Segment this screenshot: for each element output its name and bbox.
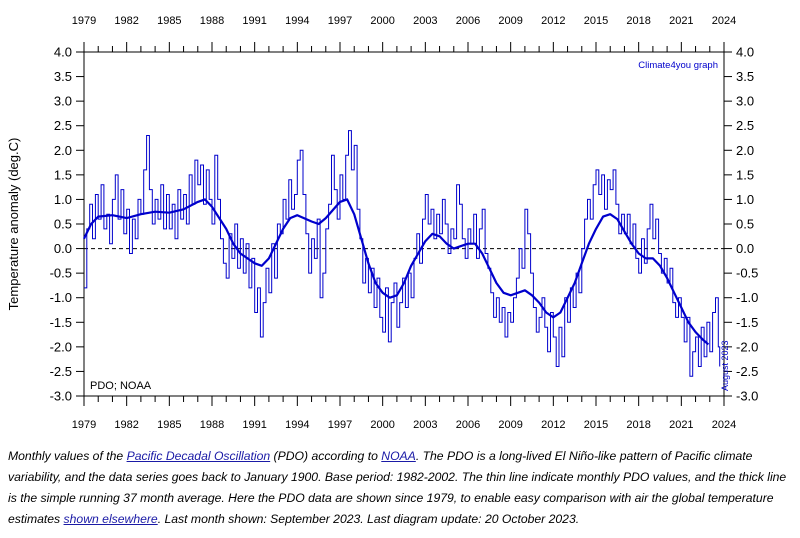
caption-text-1: Monthly values of the xyxy=(8,449,127,463)
source-label: PDO; NOAA xyxy=(90,380,152,392)
y-tick-label-right: 1.5 xyxy=(736,167,754,182)
y-tick-label-left: 0.0 xyxy=(54,241,72,256)
pdo-link[interactable]: Pacific Decadal Oscillation xyxy=(126,449,271,463)
date-label: August 2023 xyxy=(720,340,730,391)
y-tick-label-left: -1.5 xyxy=(50,315,72,330)
x-tick-label-bottom: 2000 xyxy=(370,419,394,431)
plot-area xyxy=(83,51,725,397)
y-tick-label-right: -3.0 xyxy=(736,389,758,404)
pdo-chart: 1979 1979 1982 1982 1985 1985 1988 1988 1991 1991… xyxy=(6,15,759,431)
figure-caption: Monthly values of the Pacific Decadal Os… xyxy=(8,446,794,530)
x-tick-label-top: 2006 xyxy=(456,15,480,27)
x-tick-label-bottom: 2006 xyxy=(456,419,480,431)
x-tick-label-top: 1982 xyxy=(114,15,138,27)
y-tick-label-left: 3.0 xyxy=(54,94,72,109)
x-tick-label-top: 2000 xyxy=(370,15,394,27)
caption-text-4: . Last month shown: September 2023. Last… xyxy=(157,512,580,526)
y-tick-label-left: -2.5 xyxy=(50,364,72,379)
x-tick-label-top: 2018 xyxy=(626,15,650,27)
y-tick-label-right: -0.5 xyxy=(736,266,758,281)
x-tick-label-top: 1994 xyxy=(285,15,309,27)
x-tick-label-bottom: 1994 xyxy=(285,419,309,431)
y-tick-label-right: 0.5 xyxy=(736,217,754,232)
y-tick-label-left: -1.0 xyxy=(50,290,72,305)
x-tick-label-top: 2009 xyxy=(498,15,522,27)
y-axis-label: Temperature anomaly (deg.C) xyxy=(6,138,21,311)
x-tick-label-bottom: 1979 xyxy=(72,419,96,431)
noaa-link[interactable]: NOAA xyxy=(381,449,416,463)
y-tick-label-right: 0.0 xyxy=(736,241,754,256)
y-tick-label-left: 2.5 xyxy=(54,118,72,133)
y-tick-label-right: 3.0 xyxy=(736,94,754,109)
x-tick-label-bottom: 1988 xyxy=(200,419,224,431)
x-tick-label-top: 2012 xyxy=(541,15,565,27)
x-tick-label-bottom: 2024 xyxy=(712,419,736,431)
y-tick-label-right: -2.5 xyxy=(736,364,758,379)
x-tick-label-bottom: 1982 xyxy=(114,419,138,431)
y-tick-label-left: 3.5 xyxy=(54,69,72,84)
x-tick-label-bottom: 2003 xyxy=(413,419,437,431)
x-tick-label-bottom: 2015 xyxy=(584,419,608,431)
watermark: Climate4you graph xyxy=(638,60,718,71)
x-tick-label-top: 2015 xyxy=(584,15,608,27)
monthly-pdo-line xyxy=(84,130,721,377)
y-tick-label-right: 1.0 xyxy=(736,192,754,207)
y-tick-label-left: -3.0 xyxy=(50,389,72,404)
running-mean-line xyxy=(83,198,710,346)
series-layer xyxy=(83,130,721,377)
x-tick-label-bottom: 2018 xyxy=(626,419,650,431)
x-tick-label-top: 2021 xyxy=(669,15,693,27)
y-tick-label-left: 1.5 xyxy=(54,167,72,182)
y-tick-label-right: 3.5 xyxy=(736,69,754,84)
x-tick-label-bottom: 1985 xyxy=(157,419,181,431)
x-tick-label-top: 2003 xyxy=(413,15,437,27)
x-tick-label-bottom: 2021 xyxy=(669,419,693,431)
y-tick-label-right: -1.5 xyxy=(736,315,758,330)
caption-text-2: (PDO) according to xyxy=(270,449,382,463)
x-tick-label-bottom: 1997 xyxy=(328,419,352,431)
y-tick-label-left: 1.0 xyxy=(54,192,72,207)
caption-text-3: . The PDO is a long-lived El Niño-like p… xyxy=(8,449,787,526)
y-tick-label-right: 2.0 xyxy=(736,143,754,158)
x-tick-label-bottom: 2009 xyxy=(498,419,522,431)
x-tick-label-bottom: 2012 xyxy=(541,419,565,431)
y-tick-label-left: 4.0 xyxy=(54,45,72,60)
y-tick-label-right: 2.5 xyxy=(736,118,754,133)
x-tick-label-top: 1985 xyxy=(157,15,181,27)
y-tick-label-right: 4.0 xyxy=(736,45,754,60)
y-tick-label-left: -0.5 xyxy=(50,266,72,281)
x-tick-label-bottom: 1991 xyxy=(242,419,266,431)
y-tick-label-left: -2.0 xyxy=(50,339,72,354)
x-tick-label-top: 1988 xyxy=(200,15,224,27)
x-tick-label-top: 1979 xyxy=(72,15,96,27)
x-tick-label-top: 2024 xyxy=(712,15,736,27)
shown-elsewhere-link[interactable]: shown elsewhere xyxy=(63,512,158,526)
y-tick-label-right: -1.0 xyxy=(736,290,758,305)
x-tick-label-top: 1991 xyxy=(242,15,266,27)
x-tick-label-top: 1997 xyxy=(328,15,352,27)
y-tick-label-right: -2.0 xyxy=(736,339,758,354)
y-tick-label-left: 0.5 xyxy=(54,217,72,232)
axes: 1979 1979 1982 1982 1985 1985 1988 1988 1991 1991… xyxy=(50,15,759,431)
y-tick-label-left: 2.0 xyxy=(54,143,72,158)
